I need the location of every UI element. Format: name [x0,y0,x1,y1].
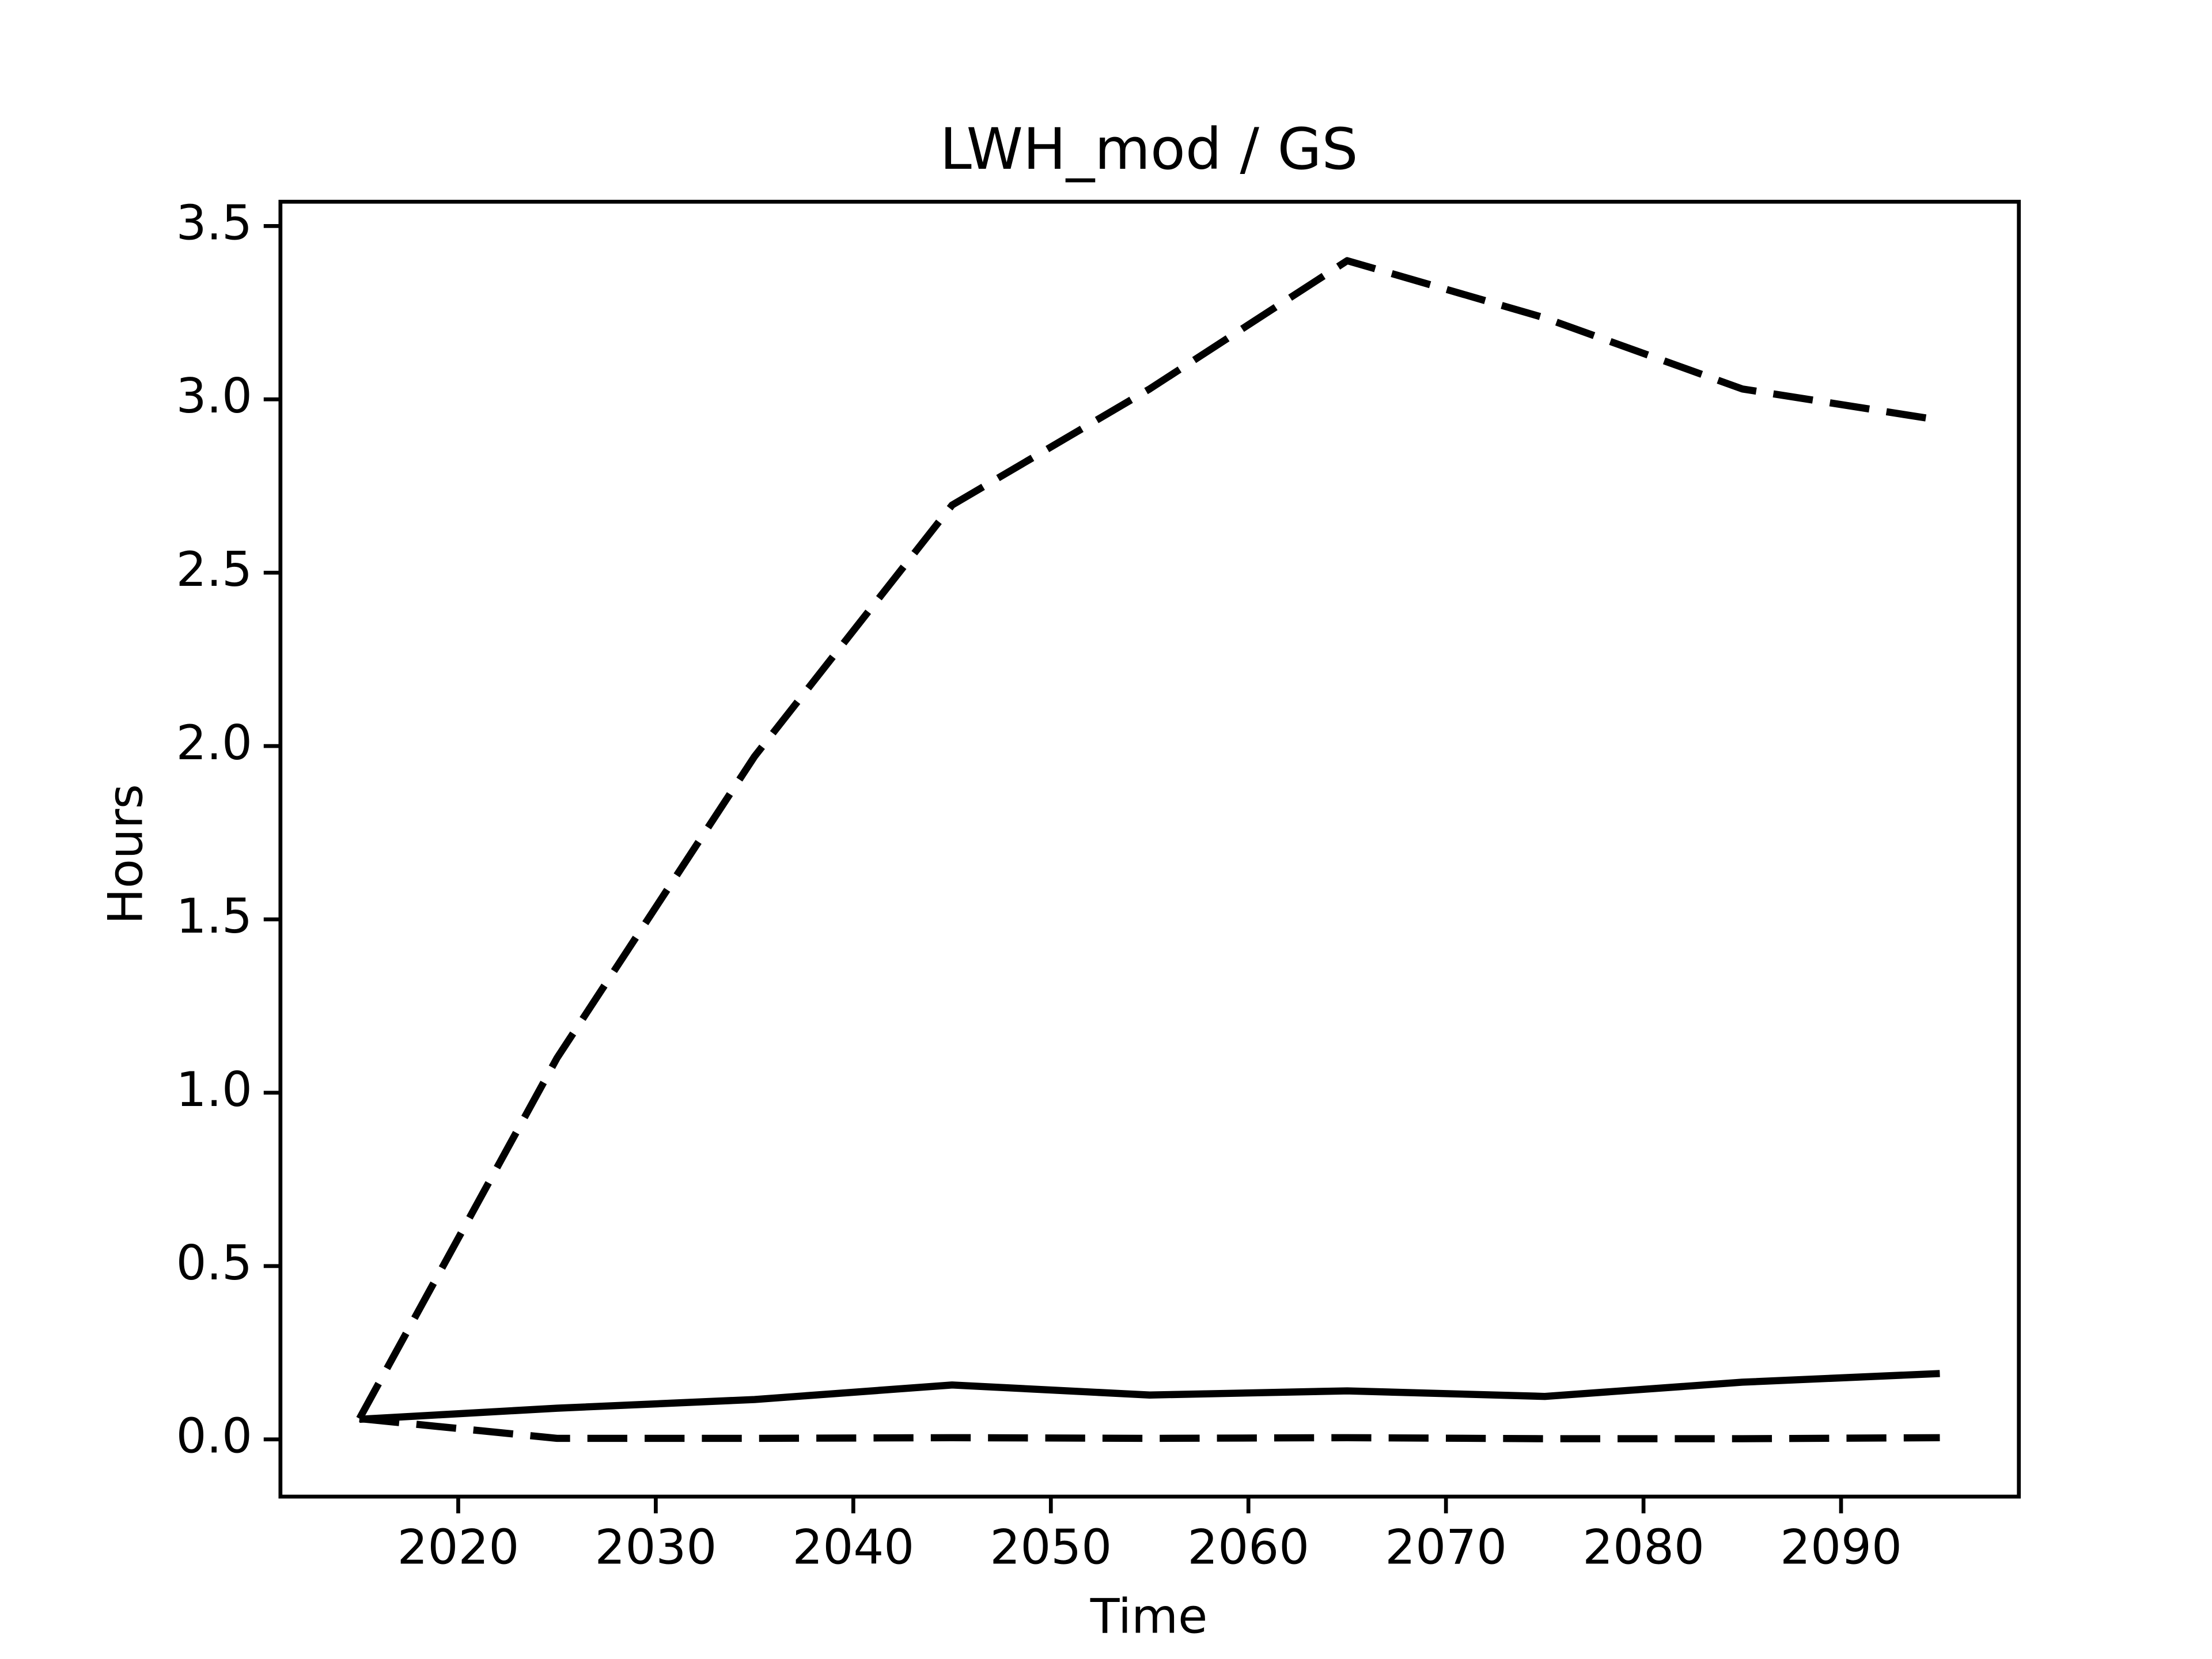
y-tick-label: 2.0 [176,715,252,771]
series-line [359,1415,1940,1442]
x-tick-label: 2070 [1385,1520,1507,1575]
y-tick-label: 3.5 [176,195,252,251]
y-tick-label: 0.5 [176,1235,252,1291]
y-tick-label: 2.5 [176,541,252,597]
y-axis-label: Hours [97,784,153,925]
x-tick-label: 2030 [595,1520,717,1575]
y-tick-label: 3.0 [176,368,252,424]
x-tick-label: 2090 [1780,1520,1902,1575]
series-line [359,1370,1940,1423]
x-tick-label: 2050 [990,1520,1112,1575]
x-tick-label: 2080 [1582,1520,1705,1575]
plot-frame [278,199,2021,1499]
x-tick-label: 2020 [397,1520,520,1575]
y-tick-label: 0.0 [176,1408,252,1464]
x-axis-label: Time [1090,1589,1208,1645]
y-tick-label: 1.0 [176,1062,252,1118]
y-tick-label: 1.5 [176,888,252,944]
chart-title: LWH_mod / GS [940,116,1358,183]
series-line [356,257,1941,1421]
x-tick-label: 2060 [1187,1520,1309,1575]
x-tick-label: 2040 [792,1520,914,1575]
